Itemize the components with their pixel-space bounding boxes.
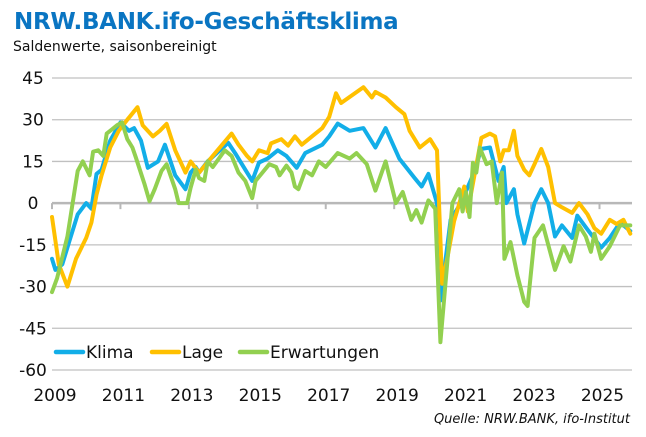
series-line-erwartungen bbox=[50, 120, 633, 345]
y-axis-ticks: 45 30 15 0 -15 -30 -45 -60 bbox=[19, 69, 47, 381]
legend: Klima Lage Erwartungen bbox=[53, 343, 379, 363]
series-line-klima bbox=[50, 120, 633, 303]
gridlines bbox=[52, 77, 632, 371]
x-tick-label: 2011 bbox=[102, 386, 145, 406]
series-line-lage bbox=[50, 85, 633, 289]
y-tick-label: 45 bbox=[22, 69, 44, 89]
y-tick-label: -15 bbox=[19, 236, 47, 256]
y-tick-label: 15 bbox=[22, 152, 44, 172]
legend-label-lage: Lage bbox=[182, 343, 223, 363]
x-tick-label: 2025 bbox=[581, 386, 624, 406]
x-tick-label: 2013 bbox=[170, 386, 213, 406]
chart-subtitle: Saldenwerte, saisonbereinigt bbox=[13, 39, 217, 55]
y-tick-label: 30 bbox=[22, 111, 44, 131]
chart-title: NRW.BANK.ifo-Geschäftsklima bbox=[14, 9, 399, 35]
x-tick-label: 2021 bbox=[444, 386, 487, 406]
series-lines bbox=[50, 85, 633, 345]
source-note: Quelle: NRW.BANK, ifo-Institut bbox=[433, 412, 630, 427]
x-tick-label: 2009 bbox=[33, 386, 76, 406]
legend-label-klima: Klima bbox=[86, 343, 134, 363]
x-tick-label: 2023 bbox=[512, 386, 555, 406]
y-tick-label: -45 bbox=[19, 319, 47, 339]
x-tick-label: 2017 bbox=[307, 386, 350, 406]
x-axis: 2009 2011 2013 2015 2017 2019 2021 2023 2025 bbox=[33, 201, 632, 406]
y-tick-label: -60 bbox=[19, 361, 47, 381]
x-tick-label: 2015 bbox=[239, 386, 282, 406]
x-tick-label: 2019 bbox=[376, 386, 419, 406]
y-tick-label: 0 bbox=[28, 194, 39, 214]
legend-label-erwartungen: Erwartungen bbox=[270, 343, 379, 363]
y-tick-label: -30 bbox=[19, 278, 47, 298]
